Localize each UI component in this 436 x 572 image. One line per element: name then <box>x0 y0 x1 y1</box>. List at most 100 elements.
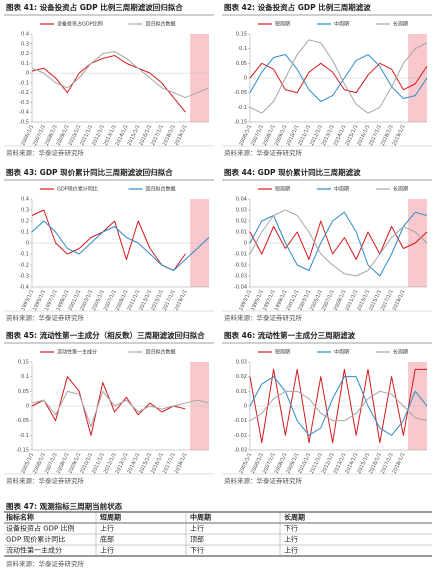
series-line <box>249 368 427 444</box>
y-tick-label: 0.15 <box>236 32 247 38</box>
y-tick-label: 0.3 <box>21 208 29 214</box>
y-tick-label: -0.03 <box>234 448 247 454</box>
legend-label: GDP现价累计同比 <box>57 186 98 193</box>
figure-title: 图表 43: GDP 现价累计同比三周期滤波回归拟合 <box>6 167 173 177</box>
y-tick-label: 0.01 <box>236 230 247 236</box>
series-line <box>249 376 428 436</box>
y-tick-label: -0.15 <box>16 448 29 454</box>
table-cell: 底部 <box>100 535 114 544</box>
table-cell: GDP 现价累计同比 <box>6 535 65 544</box>
figure-source: 资料来源：华泰证券研究所 <box>6 313 85 322</box>
y-tick-label: -0.02 <box>234 433 247 439</box>
table-source: 资料来源：华泰证券研究所 <box>6 559 85 568</box>
legend-label: 短周期 <box>275 21 290 28</box>
y-tick-label: 0 <box>244 241 247 247</box>
y-tick-label: 0.2 <box>21 219 29 225</box>
legend-label: 中周期 <box>334 349 349 356</box>
legend-label: 中周期 <box>334 186 349 193</box>
y-tick-label: -0.2 <box>19 90 29 96</box>
table-cell: 上行 <box>190 524 204 533</box>
y-tick-label: -0.1 <box>237 105 247 111</box>
forecast-shade <box>190 34 209 122</box>
table-cell: 顶部 <box>190 535 204 544</box>
y-tick-label: -0.3 <box>19 274 29 280</box>
y-tick-label: -0.1 <box>19 433 29 439</box>
y-tick-label: -0.05 <box>16 418 29 424</box>
table-cell: 上行 <box>100 546 114 555</box>
table-header: 指标名称 <box>6 513 34 522</box>
legend-label: 中周期 <box>334 21 349 28</box>
y-tick-label: -0.4 <box>19 285 29 291</box>
figure-title: 图表 46: 流动性第一主成分三周期滤波 <box>224 330 356 340</box>
series-line <box>249 390 428 422</box>
table-title: 图表 47: 观测指标三周期当前状态 <box>6 501 123 511</box>
legend-label: 长周期 <box>393 21 408 28</box>
series-line <box>31 209 186 271</box>
figure-source: 资料来源：华泰证券研究所 <box>224 148 303 157</box>
series-line <box>31 51 210 99</box>
y-tick-label: -0.04 <box>234 285 247 291</box>
y-tick-label: 0 <box>244 76 247 82</box>
legend-label: 回归拟合数据 <box>146 349 176 356</box>
y-tick-label: 0.1 <box>21 61 29 67</box>
figure-title: 图表 45: 流动性第一主成分（相反数）三周期滤波回归拟合 <box>6 330 205 340</box>
series-line <box>31 220 210 271</box>
y-tick-label: -0.01 <box>234 252 247 258</box>
series-line <box>249 211 428 277</box>
table-header: 长周期 <box>284 513 305 522</box>
y-tick-label: 0.02 <box>236 374 247 380</box>
y-tick-label: -0.1 <box>19 252 29 258</box>
y-tick-label: 0 <box>26 404 29 410</box>
series-line <box>31 376 186 436</box>
table-header: 中周期 <box>190 513 211 522</box>
y-tick-label: 0.4 <box>21 197 29 203</box>
legend-label: 设备投资占GDP比例 <box>57 21 103 28</box>
y-tick-label: -0.3 <box>19 100 29 106</box>
y-tick-label: -0.15 <box>234 120 247 126</box>
table-cell: 设备投资占 GDP 比例 <box>6 524 75 533</box>
legend-label: 流动性第一主成分 <box>57 349 97 356</box>
table-cell: 上行 <box>100 524 114 533</box>
legend-label: 长周期 <box>393 186 408 193</box>
y-tick-label: 0 <box>26 241 29 247</box>
table-cell: 上行 <box>284 546 298 555</box>
y-tick-label: -0.05 <box>234 90 247 96</box>
figure-title: 图表 42: 设备投资占 GDP 比例三周期滤波 <box>224 2 371 12</box>
figure-title: 图表 41: 设备投资占 GDP 比例三周期滤波回归拟合 <box>6 2 183 12</box>
figure-title: 图表 44: GDP 现价累计同比三周期滤波 <box>224 167 361 177</box>
legend-label: 长周期 <box>393 349 408 356</box>
legend-label: 短周期 <box>275 349 290 356</box>
table-header: 短周期 <box>100 513 121 522</box>
table-cell: 流动性第一主成分 <box>6 546 62 555</box>
y-tick-label: 0.05 <box>18 389 29 395</box>
y-tick-label: 0.4 <box>21 32 29 38</box>
y-tick-label: 0.1 <box>21 374 29 380</box>
table-cell: 下行 <box>190 546 204 555</box>
series-line <box>249 62 428 94</box>
figure-source: 资料来源：华泰证券研究所 <box>224 476 303 485</box>
legend-label: 回归拟合数据 <box>146 186 176 193</box>
y-tick-label: 0.3 <box>21 41 29 47</box>
y-tick-label: 0.05 <box>236 61 247 67</box>
figure-source: 资料来源：华泰证券研究所 <box>6 476 85 485</box>
table-cell: 下行 <box>284 524 298 533</box>
y-tick-label: -0.01 <box>234 418 247 424</box>
y-tick-label: 0.1 <box>21 230 29 236</box>
series-line <box>249 39 428 114</box>
y-tick-label: -0.02 <box>234 263 247 269</box>
legend-label: 回归拟合数据 <box>146 21 176 28</box>
y-tick-label: 0.15 <box>18 360 29 366</box>
y-tick-label: 0.01 <box>236 389 247 395</box>
y-tick-label: 0.02 <box>236 219 247 225</box>
series-line <box>249 220 428 260</box>
y-tick-label: 0.03 <box>236 208 247 214</box>
y-tick-label: 0.04 <box>236 197 247 203</box>
y-tick-label: 0.1 <box>239 46 247 52</box>
y-tick-label: 0 <box>244 404 247 410</box>
series-line <box>249 209 428 277</box>
y-tick-label: 0 <box>26 71 29 77</box>
y-tick-label: -0.4 <box>19 110 29 116</box>
y-tick-label: -0.5 <box>19 120 29 126</box>
figure-source: 资料来源：华泰证券研究所 <box>6 148 85 157</box>
